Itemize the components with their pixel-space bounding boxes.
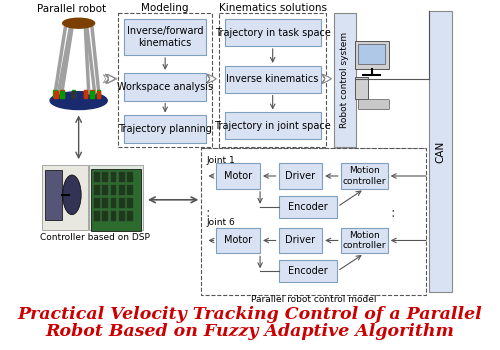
Bar [97,90,100,97]
Text: Motion
controller: Motion controller [342,231,386,250]
Text: Joint 6: Joint 6 [206,218,235,227]
Ellipse shape [62,175,81,215]
Bar [90,90,94,97]
FancyBboxPatch shape [124,73,206,100]
FancyBboxPatch shape [334,13,356,147]
FancyBboxPatch shape [278,163,322,189]
FancyBboxPatch shape [278,260,338,282]
Bar [54,90,57,97]
Bar [84,91,87,98]
Bar [119,185,125,195]
Text: Encoder: Encoder [288,202,328,212]
FancyBboxPatch shape [225,19,320,46]
Ellipse shape [62,18,94,28]
FancyBboxPatch shape [278,196,338,218]
Bar [97,91,100,98]
Text: Driver: Driver [286,236,316,245]
Bar [119,211,125,220]
Bar [94,211,100,220]
Bar [45,170,62,220]
Text: Robot Based on Fuzzy Adaptive Algorithm: Robot Based on Fuzzy Adaptive Algorithm [46,323,455,340]
Bar [72,91,76,98]
Bar [128,211,133,220]
Bar [119,198,125,208]
Bar [110,185,116,195]
FancyBboxPatch shape [340,228,388,253]
FancyBboxPatch shape [225,66,320,93]
Text: Robot control system: Robot control system [340,32,349,128]
Text: Encoder: Encoder [288,266,328,276]
FancyBboxPatch shape [358,100,390,110]
FancyBboxPatch shape [124,19,206,55]
FancyBboxPatch shape [340,163,388,189]
FancyBboxPatch shape [429,11,452,292]
Bar [90,91,94,98]
Text: Modeling: Modeling [142,4,189,13]
FancyBboxPatch shape [225,112,320,139]
FancyBboxPatch shape [42,165,88,230]
Text: Motion
controller: Motion controller [342,166,386,186]
Bar [102,198,108,208]
Text: :: : [390,206,395,220]
FancyBboxPatch shape [88,165,144,230]
FancyBboxPatch shape [124,116,206,143]
Text: Kinematics solutions: Kinematics solutions [218,4,326,13]
Text: Trajectory in joint space: Trajectory in joint space [214,121,331,131]
Text: Practical Velocity Tracking Control of a Parallel: Practical Velocity Tracking Control of a… [18,306,482,323]
Bar [118,13,212,147]
Text: Trajectory planning: Trajectory planning [118,124,212,134]
Bar [54,91,58,98]
Bar [128,198,133,208]
Bar [102,172,108,182]
Bar [128,172,133,182]
Bar [110,172,116,182]
Bar [358,44,385,64]
Text: Workspace analysis: Workspace analysis [117,82,213,92]
FancyBboxPatch shape [278,228,322,253]
Bar [110,198,116,208]
Bar [92,169,141,231]
Bar [355,77,368,99]
Bar [110,211,116,220]
Text: Parallel robot: Parallel robot [38,4,106,14]
Bar [84,90,87,97]
Text: Joint 1: Joint 1 [206,156,235,164]
Bar [219,13,326,147]
FancyBboxPatch shape [216,163,260,189]
Ellipse shape [50,92,107,110]
Bar [102,185,108,195]
FancyBboxPatch shape [216,228,260,253]
Bar [60,91,64,98]
Bar [60,90,64,97]
Text: Parallel robot control model: Parallel robot control model [251,295,376,304]
Text: Driver: Driver [286,171,316,181]
Text: :: : [206,206,210,220]
Bar [94,172,100,182]
Text: Inverse/forward
kinematics: Inverse/forward kinematics [127,26,204,48]
Bar [94,185,100,195]
Bar [94,198,100,208]
Bar [202,148,426,295]
Text: Inverse kinematics: Inverse kinematics [226,74,319,84]
Bar [72,90,76,97]
Bar [128,185,133,195]
Bar [102,211,108,220]
Text: CAN: CAN [436,141,446,163]
Text: Controller based on DSP: Controller based on DSP [40,233,150,242]
Bar [355,41,388,69]
Text: Motor: Motor [224,171,252,181]
Text: Trajectory in task space: Trajectory in task space [214,28,330,38]
Text: Motor: Motor [224,236,252,245]
Bar [119,172,125,182]
